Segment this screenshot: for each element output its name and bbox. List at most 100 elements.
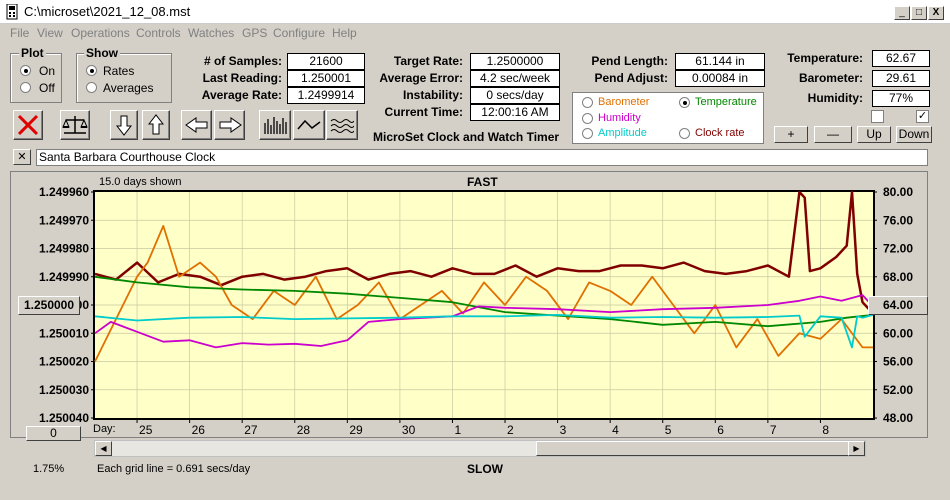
close-window-button[interactable]: X	[928, 6, 944, 20]
humidity-radio[interactable]	[582, 113, 593, 124]
right-tick-label: 68.00	[883, 270, 913, 284]
down-button[interactable]: Down	[896, 126, 932, 143]
decrease-button[interactable]: —	[814, 126, 852, 143]
wave-icon	[330, 119, 354, 133]
left-tick-label: 1.249970	[39, 213, 89, 227]
left-tick-label: 1.250020	[39, 355, 89, 369]
right-tick-label: 80.00	[883, 185, 913, 199]
average-error-value: 4.2 sec/week	[470, 70, 560, 87]
show-group-title: Show	[84, 46, 120, 60]
last-reading-label: Last Reading:	[202, 71, 282, 85]
right-tick-label: 48.00	[883, 411, 913, 425]
x-tick-label: 26	[192, 423, 206, 437]
instability-value: 0 secs/day	[470, 87, 560, 104]
menu-configure[interactable]: Configure	[273, 26, 326, 40]
right-tick-label: 60.00	[883, 326, 913, 340]
plot-on-radio[interactable]	[20, 65, 31, 76]
menu-controls[interactable]: Controls	[136, 26, 181, 40]
left-tick-label: 1.250030	[39, 383, 89, 397]
menu-watches[interactable]: Watches	[188, 26, 235, 40]
rate-chart: 1.2499601.2499701.2499801.2499901.250000…	[39, 185, 913, 437]
show-rates-label: Rates	[103, 64, 135, 78]
current-time-value: 12:00:16 AM	[470, 104, 560, 121]
menu-operations[interactable]: Operations	[71, 26, 130, 40]
menu-view[interactable]: View	[37, 26, 63, 40]
temperature-radio[interactable]	[679, 97, 690, 108]
maximize-button[interactable]: □	[911, 6, 927, 20]
line-graph-icon	[297, 119, 321, 130]
day-axis-label: Day:	[93, 423, 116, 435]
clock-rate-radio[interactable]	[679, 128, 690, 139]
arrow-down-icon	[116, 115, 132, 136]
line-graph-button[interactable]	[293, 110, 325, 140]
scroll-left-arrow[interactable]: ◀	[95, 441, 112, 456]
up-arrow-button[interactable]	[142, 110, 170, 140]
minimize-button[interactable]: _	[894, 6, 910, 20]
app-heading: MicroSet Clock and Watch Timer	[373, 130, 560, 144]
barometer-option-label: Barometer	[598, 96, 650, 108]
x-tick-label: 2	[507, 423, 514, 437]
left-offset-button[interactable]: 1.250000	[18, 296, 80, 315]
smooth-graph-button[interactable]	[326, 110, 358, 140]
scroll-left-button[interactable]	[181, 110, 212, 140]
increase-button[interactable]: +	[774, 126, 808, 143]
histogram-icon	[264, 117, 287, 134]
temperature-label: Temperature:	[787, 51, 863, 65]
scroll-thumb[interactable]	[536, 441, 849, 456]
clock-name-field[interactable]: Santa Barbara Courthouse Clock	[36, 149, 928, 166]
show-averages-label: Averages	[103, 81, 154, 95]
clock-rate-option-label: Clock rate	[695, 127, 745, 139]
plot-on-label: On	[39, 64, 56, 78]
menu-file[interactable]: File	[10, 26, 30, 40]
amplitude-option-label: Amplitude	[598, 127, 647, 139]
plot-group-title: Plot	[19, 46, 46, 60]
arrow-up-icon	[148, 114, 164, 135]
right-tick-label: 72.00	[883, 242, 913, 256]
plot-off-label: Off	[39, 81, 55, 95]
arrow-left-icon	[184, 117, 207, 133]
scroll-right-button[interactable]	[214, 110, 245, 140]
scroll-right-arrow[interactable]: ▶	[848, 441, 865, 456]
x-tick-label: 4	[612, 423, 619, 437]
x-tick-label: 27	[244, 423, 258, 437]
sensor-select-panel	[572, 92, 764, 144]
balance-button[interactable]	[60, 110, 90, 140]
close-clock-button[interactable]: ✕	[13, 149, 31, 165]
clear-button[interactable]	[13, 110, 43, 140]
up-button[interactable]: Up	[857, 126, 891, 143]
instability-label: Instability:	[402, 88, 463, 102]
show-averages-radio[interactable]	[86, 82, 97, 93]
histogram-button[interactable]	[259, 110, 291, 140]
menu-gps[interactable]: GPS	[242, 26, 268, 40]
scroll-position-button[interactable]: 0	[26, 426, 81, 441]
amplitude-radio[interactable]	[582, 128, 593, 139]
percent-label: 1.75%	[33, 463, 65, 475]
plot-off-radio[interactable]	[20, 82, 31, 93]
left-tick-label: 1.250010	[39, 326, 89, 340]
barometer-radio[interactable]	[582, 97, 593, 108]
pend-adjust-label: Pend Adjust:	[594, 71, 668, 85]
left-tick-label: 1.249980	[39, 242, 89, 256]
pend-length-value: 61.144 in	[675, 53, 765, 70]
down-arrow-button[interactable]	[110, 110, 138, 140]
sensor-checkbox-2[interactable]: ✓	[916, 110, 929, 123]
slow-label: SLOW	[467, 462, 503, 476]
right-tick-label: 52.00	[883, 383, 913, 397]
barometer-value: 29.61	[872, 70, 930, 87]
show-rates-radio[interactable]	[86, 65, 97, 76]
average-error-label: Average Error:	[379, 71, 463, 85]
x-tick-label: 6	[717, 423, 724, 437]
humidity-option-label: Humidity	[598, 112, 641, 124]
right-offset-button[interactable]: 64.00	[868, 296, 928, 315]
horizontal-scrollbar[interactable]: ◀ ▶	[94, 440, 866, 457]
target-rate-label: Target Rate:	[393, 54, 463, 68]
left-tick-label: 1.250040	[39, 411, 89, 425]
humidity-label: Humidity:	[807, 91, 863, 105]
fast-label: FAST	[467, 175, 498, 189]
barometer-label: Barometer:	[798, 71, 863, 85]
menu-help[interactable]: Help	[332, 26, 357, 40]
sensor-checkbox-1[interactable]	[871, 110, 884, 123]
x-tick-label: 1	[454, 423, 461, 437]
left-tick-label: 1.249960	[39, 185, 89, 199]
